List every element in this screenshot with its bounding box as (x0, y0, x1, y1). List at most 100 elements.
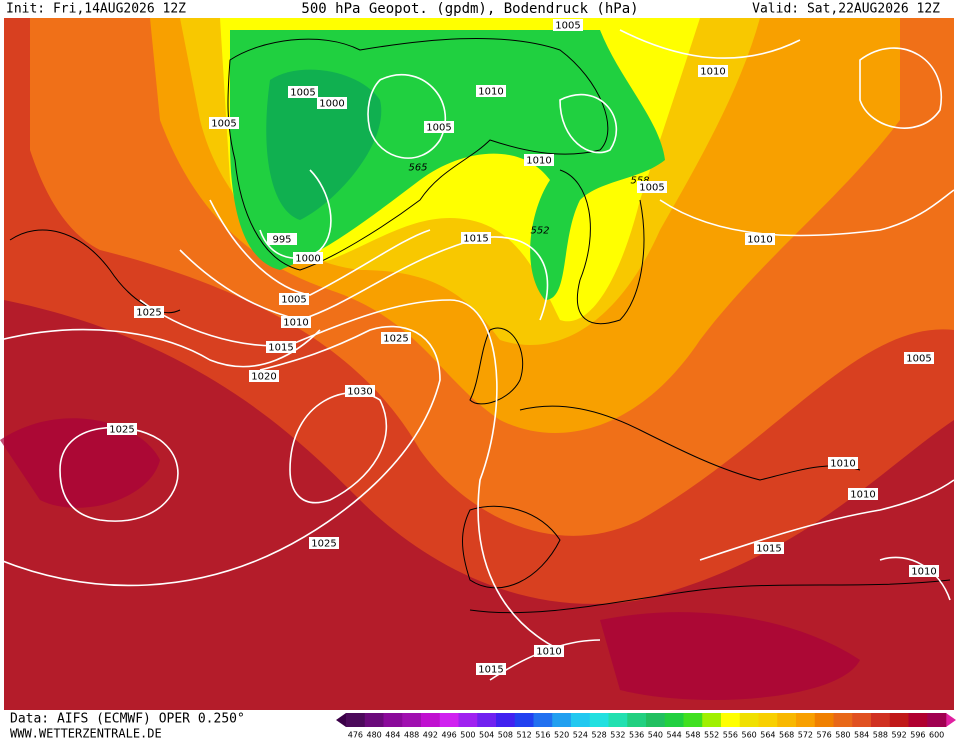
isobar-label: 1005 (639, 183, 664, 194)
label-box (637, 181, 667, 193)
label-box (754, 542, 784, 554)
isobar-label: 1010 (850, 490, 875, 501)
colorbar-label: 496 (441, 731, 456, 740)
colorbar-label: 504 (479, 731, 494, 740)
colorbar-max-arrow (946, 713, 956, 727)
isobar-label: 1020 (251, 372, 276, 383)
colorbar-label: 568 (779, 731, 794, 740)
label-box (524, 154, 554, 166)
isobar-label: 1025 (109, 425, 134, 436)
colorbar-cell (514, 713, 534, 727)
colorbar-cell (871, 713, 891, 727)
colorbar-cell (927, 713, 947, 727)
colorbar-label: 540 (648, 731, 663, 740)
colorbar-cell (627, 713, 647, 727)
label-box (904, 352, 934, 364)
isobar-label: 552 (530, 226, 549, 237)
colorbar-label: 580 (835, 731, 850, 740)
colorbar-cell (721, 713, 741, 727)
colorbar-label: 592 (891, 731, 906, 740)
colorbar-cell (758, 713, 778, 727)
label-box (461, 232, 491, 244)
label-box (534, 645, 564, 657)
colorbar-label: 536 (629, 731, 644, 740)
colorbar-cell (383, 713, 403, 727)
map-title: 500 hPa Geopot. (gpdm), Bodendruck (hPa) (301, 1, 638, 17)
colorbar-cell (533, 713, 553, 727)
label-box (107, 423, 137, 435)
colorbar-min-arrow (336, 713, 346, 727)
colorbar-label: 520 (554, 731, 569, 740)
label-box (209, 117, 239, 129)
label-box (288, 86, 318, 98)
colorbar-label: 476 (348, 731, 363, 740)
isobar-label: 1015 (478, 665, 503, 676)
colorbar-cell (421, 713, 441, 727)
colorbar-label: 544 (666, 731, 681, 740)
colorbar-cell (777, 713, 797, 727)
isobars (0, 29, 955, 681)
colorbar-cell (402, 713, 422, 727)
label-box (848, 488, 878, 500)
label-box (267, 233, 297, 245)
label-box (745, 233, 775, 245)
colorbar-label: 552 (704, 731, 719, 740)
label-box (279, 293, 309, 305)
isobar-label: 1010 (747, 235, 772, 246)
label-box (134, 306, 164, 318)
colorbar-cell (833, 713, 853, 727)
colorbar-label: 548 (685, 731, 700, 740)
colorbar-cell (496, 713, 516, 727)
colorbar-label: 556 (723, 731, 738, 740)
isobar-label: 1010 (478, 87, 503, 98)
isobar-label: 1010 (536, 647, 561, 658)
label-box (828, 457, 858, 469)
label-box (249, 370, 279, 382)
label-box (476, 85, 506, 97)
isobar-label: 1025 (136, 308, 161, 319)
isobar-label: 1005 (426, 123, 451, 134)
colorbar-label: 584 (854, 731, 869, 740)
colorbar-label: 532 (610, 731, 625, 740)
colorbar-label: 596 (910, 731, 925, 740)
init-time: Init: Fri,14AUG2026 12Z (6, 2, 186, 17)
isobar-label: 1005 (290, 88, 315, 99)
colorbar-label: 500 (460, 731, 475, 740)
colorbar-cell (646, 713, 666, 727)
label-box (381, 332, 411, 344)
isobar-label: 995 (272, 235, 291, 246)
colorbar-cell (683, 713, 703, 727)
colorbar-label: 528 (591, 731, 606, 740)
isobar-label: 1015 (463, 234, 488, 245)
colorbar-cell (458, 713, 478, 727)
colorbar-cell (739, 713, 759, 727)
colorbar-label: 492 (423, 731, 438, 740)
colorbar-cell (852, 713, 872, 727)
colorbar-label: 572 (798, 731, 813, 740)
isobar-label: 1010 (526, 156, 551, 167)
isobar-label: 565 (408, 163, 427, 174)
colorbar-cell (439, 713, 459, 727)
label-box (698, 65, 728, 77)
label-box (476, 663, 506, 675)
isobar-label: 1005 (555, 21, 580, 32)
label-box (317, 97, 347, 109)
label-box (553, 19, 583, 31)
label-box (309, 537, 339, 549)
label-box (293, 252, 323, 264)
colorbar-label: 576 (816, 731, 831, 740)
colorbar-cell (702, 713, 722, 727)
colorbar-label: 512 (516, 731, 531, 740)
data-source: Data: AIFS (ECMWF) OPER 0.250° (10, 712, 245, 727)
label-box (281, 316, 311, 328)
isobar-label: 1010 (830, 459, 855, 470)
label-box (345, 385, 375, 397)
colorbar-label: 508 (498, 731, 513, 740)
colorbar: 476 480 484 488 492 496 500 504 508 512 516 520 524 5… (336, 713, 956, 740)
isobar-label: 1010 (911, 567, 936, 578)
isobar-label: 1000 (319, 99, 344, 110)
colorbar-cell (664, 713, 684, 727)
label-box (909, 565, 939, 577)
colorbar-label: 600 (929, 731, 944, 740)
